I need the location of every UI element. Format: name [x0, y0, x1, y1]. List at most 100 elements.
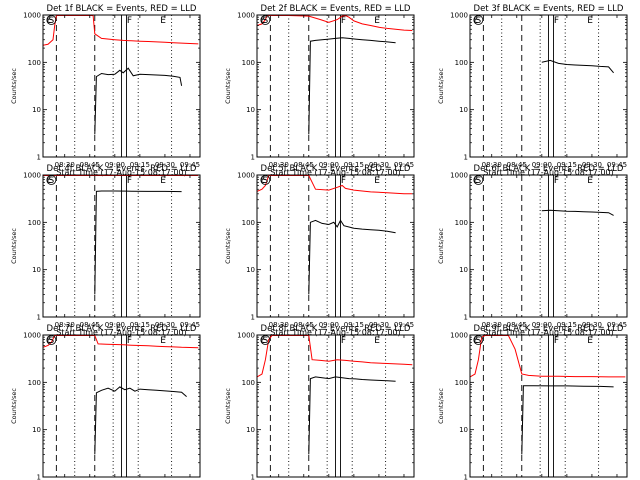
- x-tick-label: 08:45: [507, 321, 527, 329]
- y-axis-label: Counts/sec: [224, 388, 232, 424]
- y-tick-label: 1: [464, 474, 468, 480]
- y-axis-label: Counts/sec: [10, 68, 18, 104]
- y-tick-label: 10: [459, 426, 468, 434]
- time-marker-label: E: [261, 336, 267, 346]
- y-tick-label: 1: [464, 314, 468, 322]
- lld-series-line: [257, 335, 413, 378]
- x-tick-label: 09:15: [557, 321, 577, 329]
- chart-title: Det 8f BLACK = Events, RED = LLD: [261, 324, 411, 334]
- x-tick-label: 09:30: [369, 321, 389, 329]
- time-marker-label: E: [160, 16, 166, 26]
- plot-frame: [469, 334, 628, 478]
- y-tick-label: 10: [459, 266, 468, 274]
- plot-frame: [42, 174, 201, 318]
- y-tick-label: 1000: [23, 172, 41, 180]
- x-tick-label: 09:45: [394, 161, 414, 169]
- x-tick-label: 08:30: [482, 321, 502, 329]
- y-axis-label: Counts/sec: [10, 388, 18, 424]
- y-tick-label: 100: [455, 379, 468, 387]
- time-marker-label: E: [160, 176, 166, 186]
- x-tick-label: 08:45: [507, 161, 527, 169]
- time-marker-label: S: [48, 176, 54, 186]
- y-tick-label: 1000: [450, 12, 468, 20]
- x-tick-label: 09:45: [180, 161, 200, 169]
- time-marker-label: F: [341, 176, 346, 186]
- plot-frame: [256, 14, 415, 158]
- time-marker-label: E: [47, 176, 53, 186]
- y-tick-label: 10: [246, 106, 255, 114]
- events-series-line: [308, 37, 396, 135]
- plot-frame: [256, 174, 415, 318]
- time-marker-label: S: [475, 176, 481, 186]
- y-tick-label: 1000: [23, 12, 41, 20]
- x-tick-label: 09:30: [155, 161, 175, 169]
- y-tick-label: 1: [37, 154, 41, 162]
- x-tick-label: 08:45: [294, 321, 314, 329]
- time-marker-label: S: [262, 176, 268, 186]
- time-marker-label: E: [587, 336, 593, 346]
- y-tick-label: 1000: [450, 332, 468, 340]
- time-marker-label: E: [474, 176, 480, 186]
- time-marker-label: F: [554, 176, 559, 186]
- y-tick-label: 10: [459, 106, 468, 114]
- lld-series-line: [43, 15, 199, 46]
- x-axis-label: Start Time (17-Aug-15 08:17:00): [270, 168, 401, 177]
- x-tick-label: 09:45: [607, 321, 627, 329]
- x-tick-label: 09:45: [180, 321, 200, 329]
- x-tick-label: 09:30: [369, 161, 389, 169]
- x-tick-label: 08:30: [269, 321, 289, 329]
- time-marker-label: S: [48, 16, 54, 26]
- x-tick-label: 09:15: [344, 161, 364, 169]
- time-marker-label: E: [160, 336, 166, 346]
- time-marker-label: E: [374, 16, 380, 26]
- time-marker-label: E: [261, 16, 267, 26]
- chart-title: Det 1f BLACK = Events, RED = LLD: [47, 4, 197, 14]
- x-tick-label: 09:00: [319, 161, 339, 169]
- y-tick-label: 10: [246, 266, 255, 274]
- x-tick-label: 09:15: [557, 161, 577, 169]
- y-axis-label: Counts/sec: [224, 228, 232, 264]
- time-marker-label: E: [374, 176, 380, 186]
- plot-frame: [42, 334, 201, 478]
- plot-frame: [469, 14, 628, 158]
- y-axis-label: Counts/sec: [437, 228, 445, 264]
- x-tick-label: 09:30: [155, 321, 175, 329]
- time-marker-label: S: [262, 336, 268, 346]
- y-tick-label: 100: [242, 379, 255, 387]
- y-tick-label: 1000: [237, 332, 255, 340]
- x-axis-label: Start Time (17-Aug-15 08:17:00): [483, 168, 614, 177]
- x-tick-label: 09:15: [130, 161, 150, 169]
- time-marker-label: E: [47, 336, 53, 346]
- x-tick-label: 08:30: [482, 161, 502, 169]
- time-marker-label: F: [554, 336, 559, 346]
- y-tick-label: 100: [28, 379, 41, 387]
- lld-series-line: [43, 335, 199, 349]
- x-tick-label: 08:45: [80, 161, 100, 169]
- y-axis-label: Counts/sec: [10, 228, 18, 264]
- x-tick-label: 08:30: [269, 161, 289, 169]
- chart-title: Det 7f BLACK = Events, RED = LLD: [47, 324, 197, 334]
- chart-title: Det 9f BLACK = Events, RED = LLD: [474, 324, 624, 334]
- x-tick-label: 08:30: [55, 161, 75, 169]
- x-tick-label: 09:45: [394, 321, 414, 329]
- time-marker-label: S: [475, 336, 481, 346]
- time-marker-label: F: [127, 16, 132, 26]
- events-series-line: [308, 376, 396, 455]
- y-tick-label: 100: [455, 59, 468, 67]
- chart-title: Det 6f BLACK = Events, RED = LLD: [474, 164, 624, 174]
- y-tick-label: 1: [251, 314, 255, 322]
- events-series-line: [541, 59, 614, 74]
- time-marker-label: E: [587, 176, 593, 186]
- time-marker-label: F: [341, 336, 346, 346]
- x-tick-label: 09:00: [319, 321, 339, 329]
- x-axis-label: Start Time (17-Aug-15 08:17:00): [56, 328, 187, 337]
- y-tick-label: 1000: [237, 12, 255, 20]
- events-series-line: [94, 190, 182, 295]
